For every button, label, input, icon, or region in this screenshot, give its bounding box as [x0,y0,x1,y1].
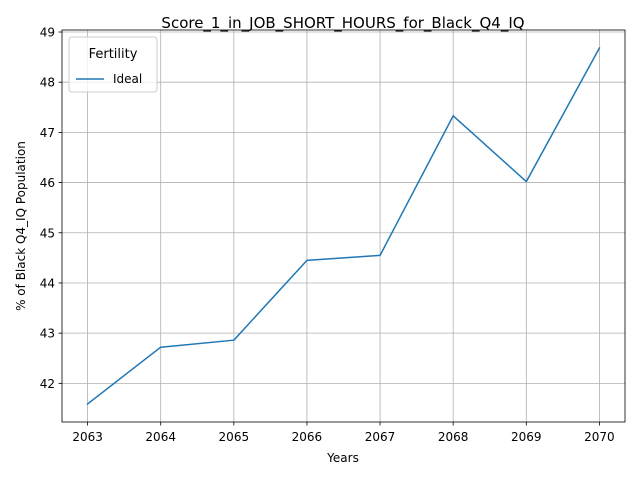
grid [62,30,625,422]
x-tick-label: 2068 [438,430,469,444]
axis-ticks: 2063 2064 2065 2066 2067 2068 2069 2070 42 43 44 45… [40,26,615,444]
x-tick-label: 2066 [292,430,323,444]
plot-frame [61,29,626,423]
y-tick-label: 49 [40,26,55,40]
x-tick-label: 2067 [365,430,396,444]
y-tick-label: 44 [40,276,55,290]
x-tick-label: 2065 [219,430,250,444]
y-axis-label: % of Black Q4_IQ Population [14,141,28,311]
y-tick-label: 42 [40,377,55,391]
legend: Fertility Ideal [68,36,158,93]
y-tick-label: 46 [40,176,55,190]
x-tick-label: 2064 [145,430,176,444]
series-layer [86,47,601,405]
y-tick-label: 47 [40,126,55,140]
y-tick-label: 45 [40,226,55,240]
y-tick-label: 43 [40,327,55,341]
x-tick-label: 2069 [511,430,542,444]
x-tick-label: 2063 [72,430,103,444]
x-axis-label: Years [326,451,359,465]
y-tick-label: 48 [40,76,55,90]
series-line-ideal [86,47,601,405]
x-tick-label: 2070 [584,430,615,444]
legend-label-ideal: Ideal [113,72,142,86]
chart-title: Score_1_in_JOB_SHORT_HOURS_for_Black_Q4_… [161,14,524,33]
legend-title: Fertility [89,47,138,62]
